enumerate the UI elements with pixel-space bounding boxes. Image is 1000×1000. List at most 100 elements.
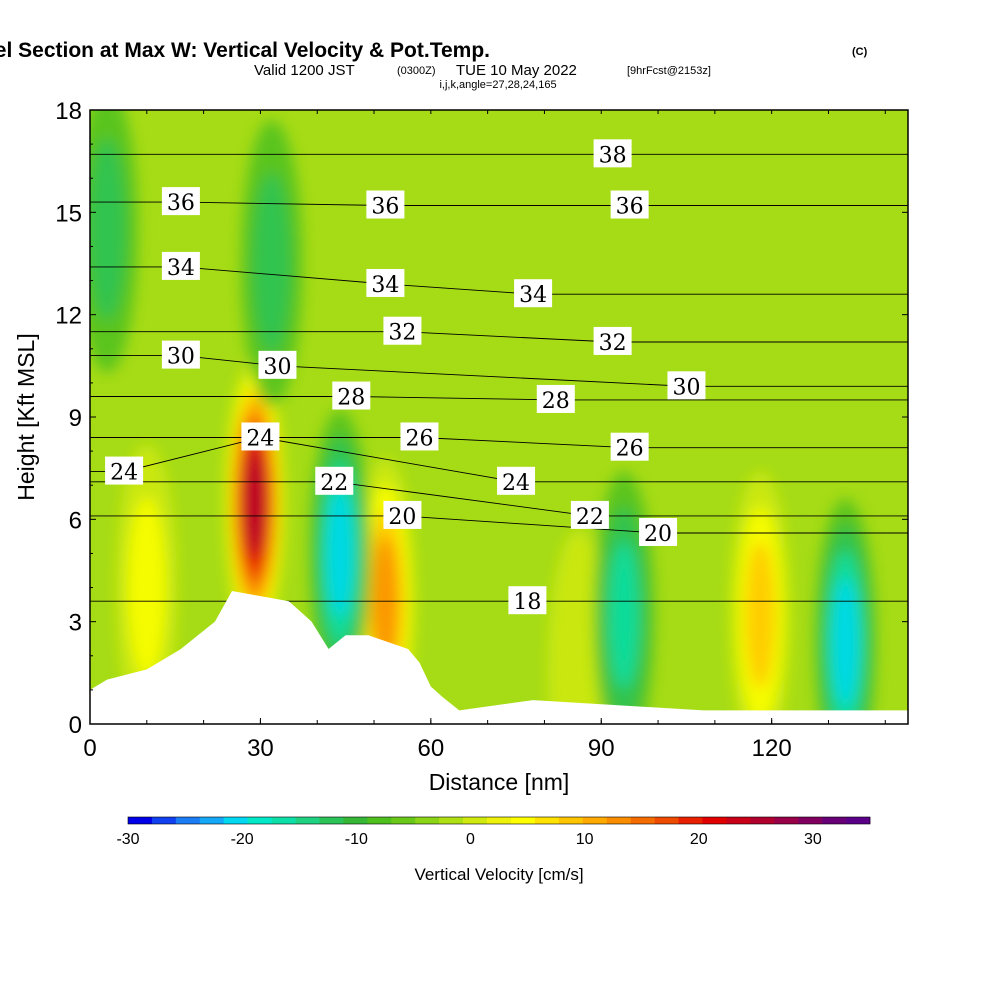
terrain-mask <box>90 590 908 724</box>
theta-label-text: 32 <box>599 331 627 356</box>
theta-label-text: 36 <box>371 195 399 220</box>
theta-label-text: 38 <box>599 143 627 168</box>
y-tick-label: 15 <box>55 200 82 227</box>
velocity-core-0-level-7 <box>244 449 265 556</box>
theta-label-text: 24 <box>110 461 138 486</box>
velocity-core-9-level-2 <box>253 172 291 355</box>
theta-label-text: 22 <box>320 471 348 496</box>
theta-label-15: 26 <box>610 432 649 462</box>
theta-label-11: 30 <box>667 371 706 400</box>
x-tick-label: 0 <box>83 735 96 762</box>
theta-label-3: 36 <box>610 190 649 220</box>
colorbar-swatch-11 <box>391 817 416 824</box>
colorbar-swatch-29 <box>822 817 847 824</box>
colorbar-swatch-12 <box>415 817 440 824</box>
theta-label-box <box>610 190 649 219</box>
theta-label-box <box>593 139 632 168</box>
y-tick-label: 9 <box>69 405 82 432</box>
theta-label-box <box>366 190 405 219</box>
theta-label-text: 20 <box>644 522 672 547</box>
theta-label-box <box>593 326 632 355</box>
grid-indices: i,j,k,angle=27,28,24,165 <box>439 79 556 91</box>
colorbar-swatch-7 <box>295 817 320 824</box>
theta-contour-20 <box>90 515 908 534</box>
theta-label-text: 28 <box>337 386 365 411</box>
theta-label-text: 36 <box>167 191 195 216</box>
x-tick-label: 90 <box>588 735 615 762</box>
theta-label-text: 30 <box>672 375 700 400</box>
colorbar-swatch-3 <box>199 817 225 824</box>
x-tick-label: 60 <box>417 735 444 762</box>
colorbar-tick-label: 30 <box>804 831 822 848</box>
theta-label-21: 20 <box>383 500 422 530</box>
colorbar-swatch-16 <box>510 817 536 824</box>
theta-label-box <box>105 456 144 485</box>
theta-label-16: 24 <box>105 456 144 486</box>
theta-label-box <box>667 371 706 400</box>
colorbar-tick-label: 0 <box>466 831 475 848</box>
forecast-info: [9hrFcst@2153z] <box>627 65 711 77</box>
theta-label-text: 36 <box>616 195 644 220</box>
theta-label-box <box>258 350 297 379</box>
colorbar-swatch-6 <box>271 817 296 824</box>
colorbar-swatch-4 <box>223 817 248 824</box>
theta-label-text: 32 <box>388 321 416 346</box>
velocity-field <box>90 110 877 724</box>
theta-contour-28 <box>90 396 908 401</box>
colorbar-swatch-18 <box>558 817 584 824</box>
x-axis-label: Distance [nm] <box>429 769 570 795</box>
theta-label-text: 20 <box>388 505 416 530</box>
velocity-core-2-level-3 <box>745 541 776 689</box>
plot-area: 38 36 36 36 34 34 34 32 32 30 30 30 28 28 26 26 24 24 24 22… <box>90 110 908 724</box>
colorbar-frame <box>127 816 871 825</box>
theta-label-12: 28 <box>332 381 371 411</box>
colorbar-tick-label: 10 <box>576 831 594 848</box>
theta-label-text: 34 <box>519 283 547 308</box>
theta-label-text: 24 <box>502 471 530 496</box>
theta-label-box <box>383 316 422 345</box>
colorbar-tick-label: -20 <box>231 831 254 848</box>
valid-time-line: Valid 1200 JST (0300Z) TUE 10 May 2022 [… <box>254 62 711 79</box>
theta-label-text: 24 <box>246 426 274 451</box>
theta-contour-labels: 38 36 36 36 34 34 34 32 32 30 30 30 28 28 26 26 24 24 24 22… <box>105 139 706 615</box>
theta-label-17: 24 <box>241 422 280 451</box>
theta-label-text: 34 <box>371 273 399 298</box>
theta-label-22: 20 <box>639 517 678 547</box>
velocity-core-8-level-2 <box>90 138 126 321</box>
theta-contour-32 <box>90 331 908 343</box>
theta-label-8: 32 <box>593 326 632 356</box>
colorbar-swatch-30 <box>846 817 871 824</box>
theta-label-18: 24 <box>497 466 536 496</box>
x-axis: 0 30 60 90 120 <box>83 110 886 762</box>
theta-label-7: 32 <box>383 316 422 346</box>
velocity-core-4-level-1 <box>547 529 610 724</box>
theta-label-box <box>161 251 200 280</box>
colorbar-swatch-19 <box>582 817 608 824</box>
colorbar-ticks: -30 -20 -10 0 10 20 30 <box>116 831 821 848</box>
y-tick-label: 3 <box>69 610 82 637</box>
theta-label-19: 22 <box>315 466 354 496</box>
colorbar-label: Vertical Velocity [cm/s] <box>414 865 583 884</box>
theta-label-text: 28 <box>542 389 570 414</box>
theta-label-9: 30 <box>161 340 200 370</box>
colorbar-swatch-15 <box>487 817 512 824</box>
colorbar-tick-label: -10 <box>345 831 368 848</box>
colorbar-swatch-25 <box>726 817 751 824</box>
theta-label-box <box>497 466 536 495</box>
theta-label-text: 18 <box>513 590 541 615</box>
velocity-core-3-level-2 <box>128 496 166 679</box>
valid-date: TUE 10 May 2022 <box>456 62 577 79</box>
x-tick-label: 30 <box>247 735 274 762</box>
valid-utc: (0300Z) <box>397 65 436 77</box>
colorbar-swatch-28 <box>798 817 823 824</box>
theta-label-text: 34 <box>167 256 195 281</box>
theta-label-box <box>315 466 354 495</box>
colorbar <box>127 816 871 825</box>
velocity-core-5-level-4 <box>327 488 353 618</box>
colorbar-swatch-9 <box>343 817 368 824</box>
theta-label-text: 26 <box>616 437 644 462</box>
theta-label-box <box>241 422 280 451</box>
theta-label-box <box>366 268 405 297</box>
colorbar-swatch-17 <box>534 817 560 824</box>
